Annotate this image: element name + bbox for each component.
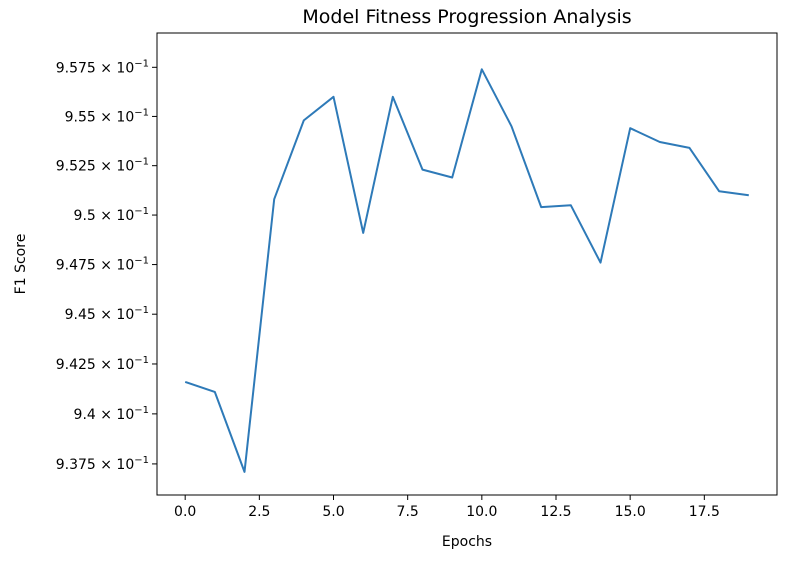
y-tick-label: 9.575 × 10−1 [56,58,149,76]
y-tick-label: 9.375 × 10−1 [56,455,149,473]
x-tick-label: 17.5 [689,504,720,520]
x-tick-label: 2.5 [248,504,270,520]
y-tick-label: 9.45 × 10−1 [65,305,149,323]
chart-title: Model Fitness Progression Analysis [302,6,631,28]
y-tick-label: 9.425 × 10−1 [56,355,149,373]
x-tick-label: 12.5 [540,504,571,520]
x-tick-label: 15.0 [615,504,646,520]
x-axis: 0.0 2.5 5.0 7.5 10.0 12.5 15.0 17.5 [174,495,720,520]
y-tick-label: 9.55 × 10−1 [65,107,149,125]
x-tick-label: 5.0 [322,504,344,520]
y-tick-label: 9.5 × 10−1 [74,206,149,224]
y-tick-label: 9.4 × 10−1 [74,405,149,423]
plot-frame [156,32,778,496]
x-tick-label: 10.0 [466,504,497,520]
y-axis-label: F1 Score [13,234,29,295]
x-axis-label: Epochs [442,534,492,550]
y-tick-label: 9.475 × 10−1 [56,256,149,274]
y-axis: 9.375 × 10−1 9.4 × 10−1 9.425 × 10−1 9.45 ×… [56,58,157,473]
y-tick-label: 9.525 × 10−1 [56,157,149,175]
x-tick-label: 7.5 [397,504,419,520]
x-tick-label: 0.0 [174,504,196,520]
series-line [184,68,749,473]
